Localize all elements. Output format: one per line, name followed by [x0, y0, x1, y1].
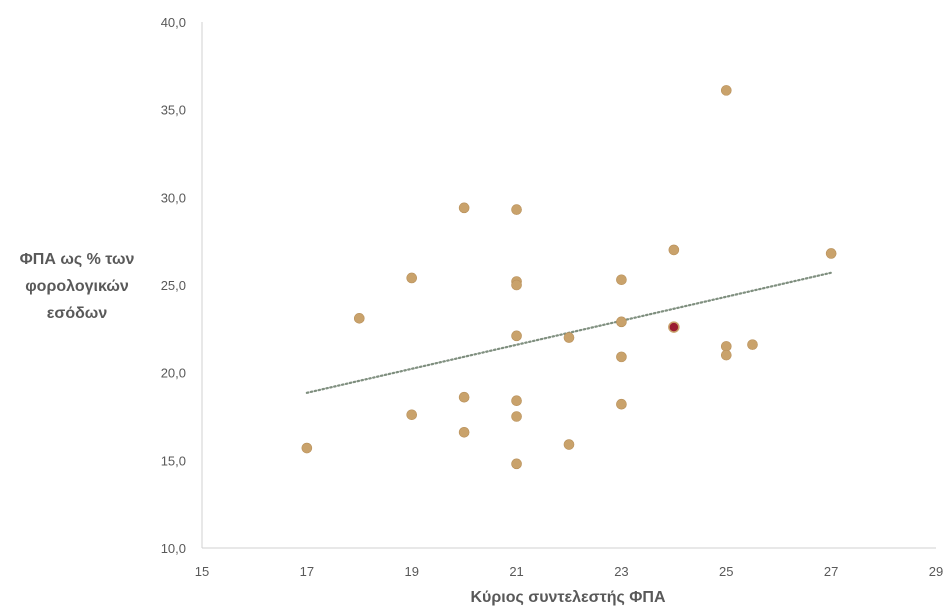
data-point	[459, 203, 469, 213]
y-tick-label: 30,0	[161, 190, 186, 205]
data-point	[407, 410, 417, 420]
data-point	[669, 245, 679, 255]
data-point	[302, 443, 312, 453]
y-tick-label: 25,0	[161, 278, 186, 293]
data-point-highlighted	[669, 322, 679, 332]
data-point	[512, 412, 522, 422]
data-point	[616, 399, 626, 409]
x-tick-label: 27	[824, 564, 838, 579]
data-point	[616, 317, 626, 327]
y-axis-title-line-1: ΦΠΑ ως % των	[2, 246, 152, 273]
x-tick-label: 23	[614, 564, 628, 579]
y-tick-labels: 10,0 15,0 20,0 25,0 30,0 35,0 40,0	[161, 15, 186, 556]
x-tick-label: 25	[719, 564, 733, 579]
data-point	[616, 352, 626, 362]
y-axis-title: ΦΠΑ ως % των φορολογικών εσόδων	[2, 246, 152, 327]
y-tick-label: 20,0	[161, 366, 186, 381]
data-point	[459, 427, 469, 437]
data-point	[512, 396, 522, 406]
data-point	[407, 273, 417, 283]
data-point	[616, 275, 626, 285]
x-tick-labels: 15 17 19 21 23 25 27 29	[195, 564, 943, 579]
x-tick-label: 29	[929, 564, 943, 579]
x-tick-label: 21	[509, 564, 523, 579]
x-axis-title: Κύριος συντελεστής ΦΠΑ	[471, 589, 666, 606]
data-point	[721, 350, 731, 360]
y-axis-title-line-2: φορολογικών	[2, 273, 152, 300]
y-tick-label: 10,0	[161, 541, 186, 556]
data-points	[302, 85, 836, 468]
data-point	[354, 313, 364, 323]
data-point	[512, 459, 522, 469]
data-point	[721, 85, 731, 95]
y-tick-label: 15,0	[161, 453, 186, 468]
x-tick-label: 15	[195, 564, 209, 579]
x-tick-label: 17	[300, 564, 314, 579]
data-point	[748, 340, 758, 350]
y-tick-label: 40,0	[161, 15, 186, 30]
y-axis-title-line-3: εσόδων	[2, 300, 152, 327]
data-point	[512, 331, 522, 341]
data-point	[826, 248, 836, 258]
data-point	[512, 205, 522, 215]
y-tick-label: 35,0	[161, 103, 186, 118]
x-tick-label: 19	[404, 564, 418, 579]
data-point	[564, 440, 574, 450]
data-point	[564, 333, 574, 343]
data-point	[512, 280, 522, 290]
data-point	[459, 392, 469, 402]
